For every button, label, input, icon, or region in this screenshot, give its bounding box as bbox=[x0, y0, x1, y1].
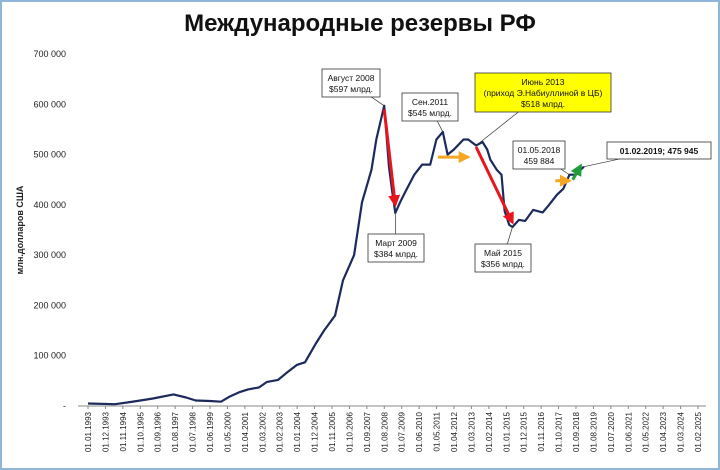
annotation-text: $597 млрд. bbox=[329, 84, 373, 94]
y-tick-label: 500 000 bbox=[33, 150, 66, 160]
annotation-text: Март 2009 bbox=[375, 238, 417, 248]
x-tick-label: 01.05.2022 bbox=[642, 411, 651, 452]
x-tick-label: 01.06.2010 bbox=[415, 411, 424, 452]
x-tick-label: 01.06.2021 bbox=[624, 411, 633, 452]
x-tick-label: 01.12.1993 bbox=[101, 411, 110, 452]
x-tick-label: 01.03.2002 bbox=[258, 411, 267, 452]
x-tick-label: 01.02.2003 bbox=[276, 411, 285, 452]
annotation-text: $518 млрд. bbox=[521, 99, 565, 109]
annotation-text: Июнь 2013 bbox=[522, 77, 565, 87]
x-tick-label: 01.09.2007 bbox=[363, 411, 372, 452]
x-tick-label: 01.04.2023 bbox=[659, 411, 668, 452]
x-tick-label: 01.08.2008 bbox=[380, 411, 389, 452]
x-tick-label: 01.08.1997 bbox=[171, 411, 180, 452]
y-tick-label: 200 000 bbox=[33, 300, 66, 310]
annotation-text: $356 млрд. bbox=[481, 259, 525, 269]
annotation-text: Сен.2011 bbox=[412, 97, 448, 107]
x-tick-label: 01.04.2012 bbox=[450, 411, 459, 452]
x-tick-label: 01.05.2011 bbox=[433, 411, 442, 451]
annotation-text: $545 млрд. bbox=[408, 108, 452, 118]
y-axis-label: млн.долларов США bbox=[15, 185, 25, 274]
y-tick-label: 600 000 bbox=[33, 99, 66, 109]
annotation-box bbox=[401, 92, 459, 122]
x-tick-label: 01.12.2015 bbox=[520, 411, 529, 452]
annotation-box bbox=[512, 140, 566, 170]
y-tick-label: 100 000 bbox=[33, 351, 66, 361]
x-tick-label: 01.07.1998 bbox=[189, 411, 198, 452]
x-tick-label: 01.09.1996 bbox=[154, 411, 163, 452]
x-tick-label: 01.11.1994 bbox=[119, 411, 128, 451]
annotation-box bbox=[474, 72, 612, 113]
x-tick-label: 01.10.2017 bbox=[555, 411, 564, 452]
annotation-text: 01.05.2018 bbox=[518, 145, 561, 155]
x-tick-label: 01.11.2005 bbox=[328, 411, 337, 451]
x-tick-label: 01.04.2001 bbox=[241, 411, 250, 452]
x-tick-label: 01.01.2004 bbox=[293, 411, 302, 452]
x-tick-label: 01.10.1995 bbox=[136, 411, 145, 452]
x-tick-label: 01.02.2014 bbox=[485, 411, 494, 452]
y-tick-label: 300 000 bbox=[33, 250, 66, 260]
annotation-box bbox=[367, 233, 425, 263]
trend-arrow bbox=[382, 109, 401, 208]
x-tick-label: 01.03.2024 bbox=[677, 411, 686, 452]
annotation-box bbox=[321, 68, 381, 98]
x-tick-label: 01.09.2018 bbox=[572, 411, 581, 452]
annotation-text: (приход Э.Набиуллиной в ЦБ) bbox=[484, 88, 603, 98]
x-tick-label: 01.06.1999 bbox=[206, 411, 215, 452]
annotation-text: Август 2008 bbox=[328, 73, 375, 83]
trend-arrow bbox=[570, 163, 582, 181]
y-tick-label: 700 000 bbox=[33, 49, 66, 59]
x-tick-label: 01.10.2006 bbox=[345, 411, 354, 452]
x-tick-label: 01.08.2019 bbox=[589, 411, 598, 452]
x-tick-label: 01.05.2000 bbox=[223, 411, 232, 452]
annotation-text: $384 млрд. bbox=[374, 249, 418, 259]
x-tick-label: 01.07.2009 bbox=[398, 411, 407, 452]
y-tick-label: - bbox=[63, 401, 66, 411]
x-tick-label: 01.01.1993 bbox=[84, 411, 93, 452]
x-tick-label: 01.07.2020 bbox=[607, 411, 616, 452]
annotation-box bbox=[474, 243, 532, 273]
x-tick-label: 01.02.2025 bbox=[694, 411, 703, 452]
y-tick-label: 400 000 bbox=[33, 200, 66, 210]
x-tick-label: 01.12.2004 bbox=[311, 411, 320, 452]
annotation-text: 01.02.2019; 475 945 bbox=[620, 146, 699, 156]
annotation-box bbox=[606, 141, 712, 160]
x-tick-label: 01.11.2016 bbox=[537, 411, 546, 451]
annotation-text: 459 884 bbox=[524, 156, 555, 166]
chart-title: Международные резервы РФ bbox=[184, 10, 536, 37]
trend-arrow bbox=[474, 146, 514, 225]
x-tick-label: 01.01.2015 bbox=[502, 411, 511, 452]
annotation-text: Май 2015 bbox=[484, 248, 522, 258]
x-tick-label: 01.03.2013 bbox=[467, 411, 476, 452]
